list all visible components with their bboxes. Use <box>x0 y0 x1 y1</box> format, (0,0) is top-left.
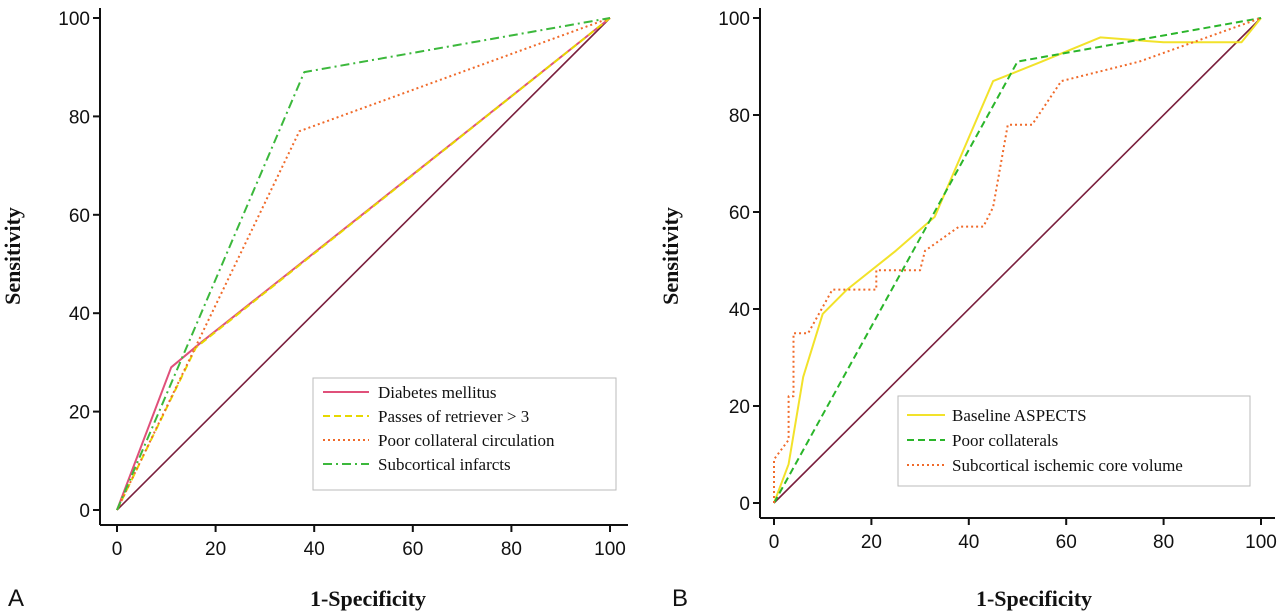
x-ticks: 0 20 40 60 80 100 <box>112 525 626 560</box>
reference-diagonal-line <box>116 17 611 511</box>
y-tick-label: 60 <box>69 206 90 227</box>
series-lines <box>116 17 611 511</box>
legend-box <box>312 377 617 491</box>
x-tick-label: 20 <box>861 532 882 553</box>
y-tick-label: 0 <box>79 501 90 522</box>
series-lines <box>773 17 1262 504</box>
series-line <box>116 17 611 511</box>
y-axis-title: Sensitivity <box>658 207 683 305</box>
legend-label: Subcortical infarcts <box>378 455 511 474</box>
y-ticks: 0 20 40 60 80 100 <box>58 9 100 522</box>
series-line <box>116 17 611 511</box>
panel-label-a: A <box>8 585 24 612</box>
y-tick-label: 0 <box>739 494 750 515</box>
y-tick-label: 20 <box>69 403 90 424</box>
y-axis-title: Sensitivity <box>0 207 25 305</box>
series-line <box>773 17 1262 503</box>
legend-box <box>897 395 1251 487</box>
reference-diagonal-line <box>773 17 1262 504</box>
panel-label-b: B <box>672 585 688 612</box>
y-tick-label: 40 <box>729 300 750 321</box>
legend-label: Poor collateral circulation <box>378 431 555 450</box>
legend: Baseline ASPECTS Poor collaterals Subcorti… <box>907 406 1183 475</box>
legend: Diabetes mellitus Passes of retriever > 3… <box>323 383 555 474</box>
x-tick-label: 60 <box>402 539 423 560</box>
x-tick-label: 0 <box>112 539 123 560</box>
x-tick-label: 80 <box>501 539 522 560</box>
y-tick-label: 20 <box>729 397 750 418</box>
x-tick-label: 60 <box>1056 532 1077 553</box>
x-tick-label: 100 <box>1245 532 1277 553</box>
x-tick-label: 20 <box>205 539 226 560</box>
panel-a: 0 20 40 60 80 100 0 20 40 60 80 100 Diabetes melli… <box>0 8 628 612</box>
y-tick-label: 100 <box>718 9 750 30</box>
legend-label: Baseline ASPECTS <box>952 406 1087 425</box>
legend-label: Poor collaterals <box>952 431 1058 450</box>
legend-label: Diabetes mellitus <box>378 383 497 402</box>
y-tick-label: 40 <box>69 304 90 325</box>
legend-label: Subcortical ischemic core volume <box>952 456 1183 475</box>
x-axis-title: 1-Specificity <box>310 586 426 611</box>
series-line <box>773 17 1262 504</box>
x-tick-label: 40 <box>958 532 979 553</box>
series-line <box>116 17 611 511</box>
x-ticks: 0 20 40 60 80 100 <box>769 518 1277 553</box>
series-line <box>773 17 1262 504</box>
y-tick-label: 60 <box>729 203 750 224</box>
y-tick-label: 80 <box>69 107 90 128</box>
x-tick-label: 100 <box>594 539 626 560</box>
y-ticks: 0 20 40 60 80 100 <box>718 9 760 515</box>
panel-b: 0 20 40 60 80 100 0 20 40 60 80 100 Baseline ASPEC… <box>658 8 1277 612</box>
x-tick-label: 80 <box>1153 532 1174 553</box>
legend-label: Passes of retriever > 3 <box>378 407 529 426</box>
x-axis-title: 1-Specificity <box>976 586 1092 611</box>
y-tick-label: 80 <box>729 106 750 127</box>
x-tick-label: 0 <box>769 532 780 553</box>
y-tick-label: 100 <box>58 9 90 30</box>
x-tick-label: 40 <box>304 539 325 560</box>
